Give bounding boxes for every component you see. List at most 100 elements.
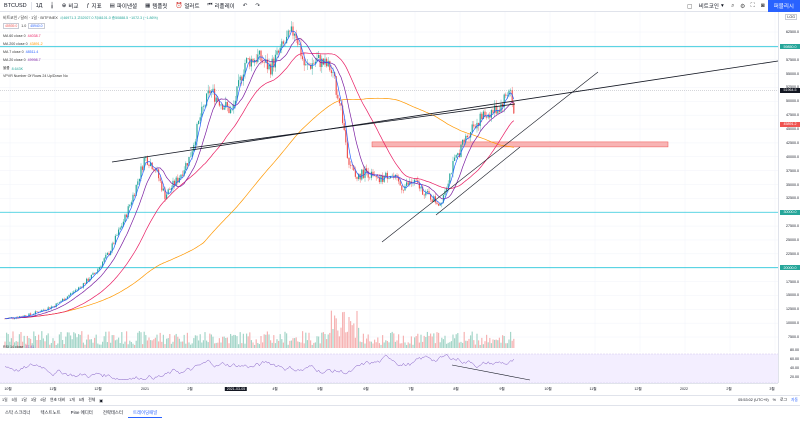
candle-body bbox=[87, 278, 89, 282]
publish-button[interactable]: 퍼블리시 bbox=[767, 0, 800, 12]
volume-bar bbox=[134, 344, 136, 348]
redo-button[interactable]: ↷ bbox=[251, 3, 264, 9]
candle-body bbox=[47, 307, 49, 311]
bottom-tab[interactable]: Pine 에디터 bbox=[70, 410, 93, 415]
clock[interactable]: 05:53:02 (UTC+9) bbox=[738, 398, 769, 402]
log-toggle[interactable]: LOG bbox=[785, 14, 797, 20]
volume-bar bbox=[500, 342, 502, 348]
volume-bar bbox=[210, 334, 212, 348]
candle-body bbox=[369, 177, 371, 179]
candle-body bbox=[350, 164, 352, 166]
candle-body bbox=[436, 202, 438, 204]
bid-price[interactable]: 45939.0 bbox=[3, 23, 20, 29]
range-button[interactable]: 6달 bbox=[40, 398, 47, 402]
indicator-legend[interactable]: MA 20 close 0 49998.7 bbox=[3, 58, 41, 62]
indicator-legend[interactable]: 볼륨 8.643K bbox=[3, 66, 23, 71]
range-button[interactable]: 연초 대비 bbox=[50, 398, 66, 402]
indicators-button[interactable]: ƒ 지표 bbox=[86, 2, 102, 10]
auto-scale-toggle[interactable]: 자동 bbox=[791, 398, 798, 402]
range-button[interactable]: 3달 bbox=[30, 398, 37, 402]
log-scale-toggle[interactable]: 로그 bbox=[780, 398, 787, 402]
volume-bar bbox=[198, 340, 200, 348]
range-button[interactable]: 1일 bbox=[2, 398, 8, 402]
volume-bar bbox=[394, 341, 396, 348]
indicator-legend[interactable]: MA 60 close 0 44038.7 bbox=[3, 34, 41, 38]
candle-body bbox=[409, 181, 411, 185]
divider bbox=[30, 1, 32, 10]
candle-body bbox=[122, 221, 124, 226]
price-scale[interactable]: 62500.060000.057500.055000.052500.050000… bbox=[778, 12, 800, 383]
replay-button[interactable]: ⏮ 리플레이 bbox=[207, 2, 235, 10]
volume-bar bbox=[142, 344, 144, 348]
rsi-scale-label: 60.00 bbox=[790, 357, 799, 361]
percent-toggle[interactable]: % bbox=[772, 398, 776, 402]
candle-body bbox=[465, 135, 467, 142]
volume-bar bbox=[14, 342, 16, 348]
volume-bar bbox=[439, 342, 441, 348]
time-axis[interactable]: 10월 11월 12월 2021 2월 2021-03-05 4월 5월 6월 7월 8월 9월 10월… bbox=[0, 383, 778, 395]
range-button[interactable]: 1개 bbox=[69, 398, 75, 402]
candle-body bbox=[234, 100, 236, 105]
financials-button[interactable]: ▤ 파이낸셜 bbox=[109, 2, 138, 10]
price-label: 50000.0 bbox=[786, 99, 799, 104]
candle-body bbox=[247, 58, 249, 59]
undo-button[interactable]: ↶ bbox=[239, 3, 252, 9]
candle-body bbox=[162, 188, 164, 191]
bottom-tab[interactable]: 텍스트노트 bbox=[40, 410, 61, 415]
bottom-tab[interactable]: 스탁 스크리너 bbox=[5, 410, 31, 415]
volume-bar bbox=[18, 334, 20, 348]
volume-bar bbox=[498, 337, 500, 348]
range-button[interactable]: 1달 bbox=[21, 398, 27, 402]
chart-type-button[interactable]: ╽ bbox=[46, 3, 57, 9]
candle-body bbox=[302, 56, 304, 60]
fullscreen-button[interactable]: ⛶ bbox=[748, 0, 758, 12]
snapshot-button[interactable]: ◙ bbox=[758, 0, 768, 12]
quick-search-button[interactable]: ⌕ bbox=[728, 0, 738, 12]
volume-bar bbox=[372, 343, 374, 348]
volume-bar bbox=[417, 333, 419, 348]
indicator-legend[interactable]: VPVR Number Of Rows 24 Up/Down No bbox=[3, 74, 70, 78]
volume-bar bbox=[193, 338, 195, 348]
volume-bar bbox=[340, 327, 342, 348]
candle-body bbox=[137, 181, 139, 185]
candle-body bbox=[449, 173, 451, 184]
candle-body bbox=[306, 63, 308, 65]
candle-body bbox=[362, 169, 364, 178]
range-button[interactable]: 5개 bbox=[78, 398, 85, 402]
price-label: 17500.0 bbox=[786, 279, 799, 284]
range-button[interactable]: 전체 bbox=[88, 398, 96, 402]
range-button[interactable]: 5일 bbox=[11, 398, 18, 402]
settings-button[interactable]: ⚙ bbox=[738, 0, 748, 12]
candle-body bbox=[70, 293, 72, 296]
layout-button[interactable]: ▢ bbox=[685, 0, 695, 12]
candle-body bbox=[249, 58, 251, 67]
templates-button[interactable]: ▦ 템플릿 bbox=[145, 2, 168, 10]
compare-button[interactable]: ⊕ 비교 bbox=[61, 2, 79, 10]
chart-canvas[interactable] bbox=[0, 12, 778, 383]
volume-bar bbox=[314, 342, 316, 348]
volume-bar bbox=[279, 334, 281, 348]
chart-pane[interactable]: 비트코인 / 달러 · 1일 · BITFINEX 시46971.3 고5292… bbox=[0, 12, 778, 383]
volume-bar bbox=[246, 333, 248, 348]
symbol-search[interactable]: BTCUSD bbox=[4, 2, 27, 9]
bottom-tab[interactable]: 전략테스터 bbox=[102, 410, 124, 415]
interval-button[interactable]: 1Д bbox=[35, 2, 43, 9]
candle-body bbox=[194, 141, 196, 145]
candle-body bbox=[127, 206, 129, 218]
ohlc-values: 시46971.3 고52927.0 저46101.0 종50888.5 −107… bbox=[59, 15, 158, 20]
alert-button[interactable]: ⏰ 얼러트 bbox=[175, 2, 200, 10]
indicator-value: 8.643K bbox=[11, 66, 24, 71]
candle-body bbox=[433, 196, 435, 203]
calendar-icon[interactable]: ▣ bbox=[99, 399, 103, 403]
indicator-legend[interactable]: MA 7 close 0 48511.4 bbox=[3, 50, 38, 54]
candle-body bbox=[506, 95, 508, 96]
ask-price[interactable]: 45940.0 bbox=[28, 23, 45, 29]
layout-name-button[interactable]: 비트코인 ▾ bbox=[698, 3, 724, 10]
financials-icon: ▤ bbox=[109, 2, 115, 9]
volume-bar bbox=[410, 336, 412, 348]
volume-bar bbox=[348, 317, 350, 348]
bottom-tab[interactable]: 트레이딩패널 bbox=[128, 409, 163, 418]
indicator-legend[interactable]: MA 200 close 0 43891.2 bbox=[3, 42, 43, 46]
candle-body bbox=[481, 113, 483, 119]
volume-bar bbox=[209, 333, 211, 348]
